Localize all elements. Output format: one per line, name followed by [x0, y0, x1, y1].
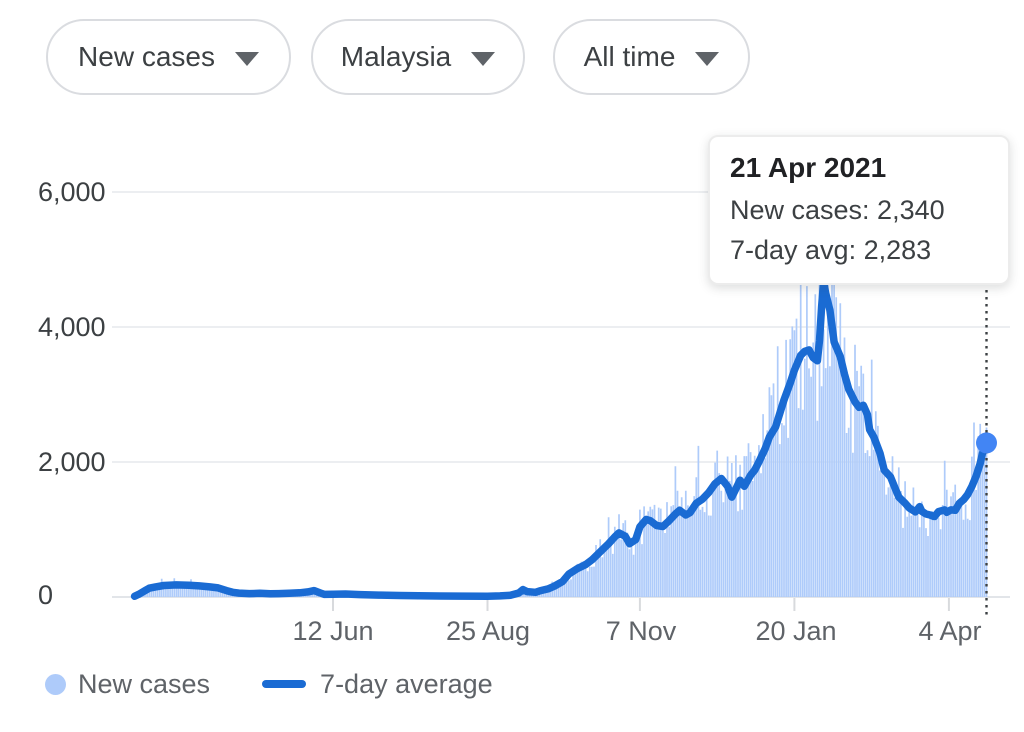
metric-dropdown[interactable]: New cases: [46, 19, 291, 95]
y-axis-label-6000: 6,000: [38, 177, 106, 207]
x-axis-label-7nov: 7 Nov: [605, 616, 677, 646]
x-axis-label-20jan: 20 Jan: [755, 616, 837, 646]
y-axis-label-2000: 2,000: [38, 447, 106, 477]
tooltip-new-cases: New cases: 2,340: [730, 195, 945, 225]
timerange-dropdown[interactable]: All time: [553, 19, 750, 95]
dropdown-arrow-icon: [695, 52, 720, 66]
x-axis-label-12jun: 12 Jun: [292, 616, 374, 646]
timerange-dropdown-label: All time: [583, 41, 676, 72]
y-axis-label-4000: 4,000: [38, 312, 106, 342]
seven-day-average-line: [130, 278, 991, 601]
dropdown-arrow-icon: [234, 52, 259, 66]
highlight-point-marker[interactable]: [976, 432, 997, 454]
seven-day-average-swatch-icon: [262, 680, 307, 688]
legend-new-cases-label: New cases: [78, 668, 211, 699]
tooltip-date: 21 Apr 2021: [730, 152, 887, 183]
tooltip-7day-avg: 7-day avg: 2,283: [730, 235, 932, 265]
metric-dropdown-label: New cases: [78, 41, 215, 72]
y-axis-label-0: 0: [38, 580, 54, 610]
region-dropdown[interactable]: Malaysia: [311, 19, 525, 95]
chart-tooltip: 21 Apr 2021 New cases: 2,340 7-day avg: …: [708, 135, 1010, 285]
region-dropdown-label: Malaysia: [340, 41, 452, 72]
x-axis-label-4apr: 4 Apr: [918, 616, 982, 646]
chart-legend: New cases 7-day average: [45, 664, 493, 704]
new-cases-swatch-icon: [45, 673, 66, 695]
legend-7day-average-label: 7-day average: [320, 668, 493, 699]
dropdown-arrow-icon: [471, 52, 496, 66]
x-axis-label-25aug: 25 Aug: [445, 616, 531, 646]
